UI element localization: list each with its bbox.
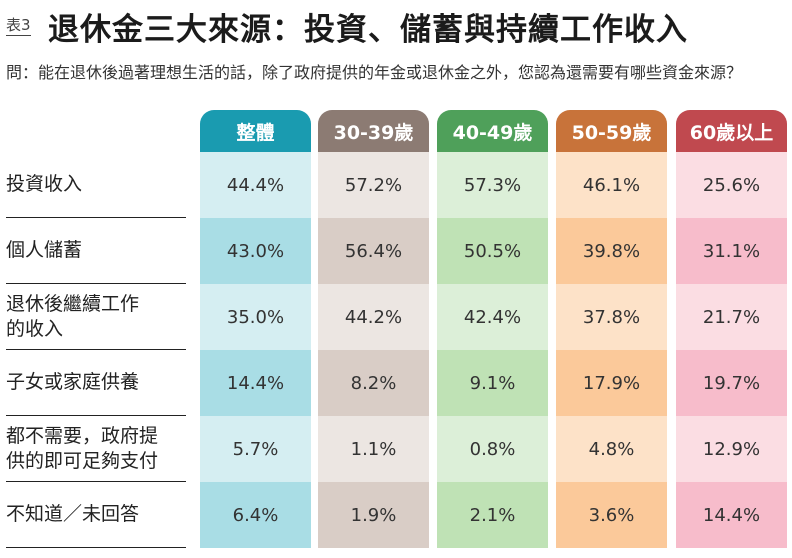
cell: 12.9% (676, 416, 787, 482)
row-label-line: 投資收入 (6, 173, 83, 195)
cell: 25.6% (676, 152, 787, 218)
row-label-line: 都不需要，政府提 (6, 424, 159, 447)
cell: 9.1% (437, 350, 548, 416)
title: 退休金三大來源：投資、儲蓄與持續工作收入 (48, 12, 688, 48)
row-label: 子女或家庭供養 (6, 350, 186, 416)
cell: 42.4% (437, 284, 548, 350)
cell: 57.3% (437, 152, 548, 218)
row-label-line: 供的即可足夠支付 (6, 449, 159, 472)
cell: 17.9% (556, 350, 667, 416)
table-label: 表3 (6, 16, 31, 36)
column-header: 30-39歲 (318, 110, 429, 152)
cell: 46.1% (556, 152, 667, 218)
row-label: 投資收入 (6, 152, 186, 218)
column-header: 整體 (200, 110, 311, 152)
cell: 14.4% (676, 482, 787, 548)
row-label: 退休後繼續工作 的收入 (6, 284, 186, 350)
row-label-line: 的收入 (6, 317, 64, 340)
cell: 57.2% (318, 152, 429, 218)
row-label: 不知道／未回答 (6, 482, 186, 548)
cell: 56.4% (318, 218, 429, 284)
cell: 1.1% (318, 416, 429, 482)
row-label-line: 不知道／未回答 (6, 503, 140, 525)
cell: 35.0% (200, 284, 311, 350)
cell: 1.9% (318, 482, 429, 548)
row-label: 個人儲蓄 (6, 218, 186, 284)
cell: 19.7% (676, 350, 787, 416)
cell: 4.8% (556, 416, 667, 482)
row-label-line: 退休後繼續工作 (6, 292, 140, 315)
cell: 37.8% (556, 284, 667, 350)
question: 問：能在退休後過著理想生活的話，除了政府提供的年金或退休金之外，您認為還需要有哪… (6, 63, 743, 82)
cell: 5.7% (200, 416, 311, 482)
cell: 39.8% (556, 218, 667, 284)
row-label: 都不需要，政府提 供的即可足夠支付 (6, 416, 186, 482)
cell: 44.4% (200, 152, 311, 218)
cell: 31.1% (676, 218, 787, 284)
cell: 43.0% (200, 218, 311, 284)
cell: 21.7% (676, 284, 787, 350)
column-header: 40-49歲 (437, 110, 548, 152)
cell: 0.8% (437, 416, 548, 482)
cell: 44.2% (318, 284, 429, 350)
column-header: 50-59歲 (556, 110, 667, 152)
row-label-line: 子女或家庭供養 (6, 371, 140, 393)
row-label-line: 個人儲蓄 (6, 239, 83, 261)
column-header: 60歲以上 (676, 110, 787, 152)
cell: 3.6% (556, 482, 667, 548)
cell: 2.1% (437, 482, 548, 548)
cell: 8.2% (318, 350, 429, 416)
cell: 6.4% (200, 482, 311, 548)
cell: 14.4% (200, 350, 311, 416)
cell: 50.5% (437, 218, 548, 284)
